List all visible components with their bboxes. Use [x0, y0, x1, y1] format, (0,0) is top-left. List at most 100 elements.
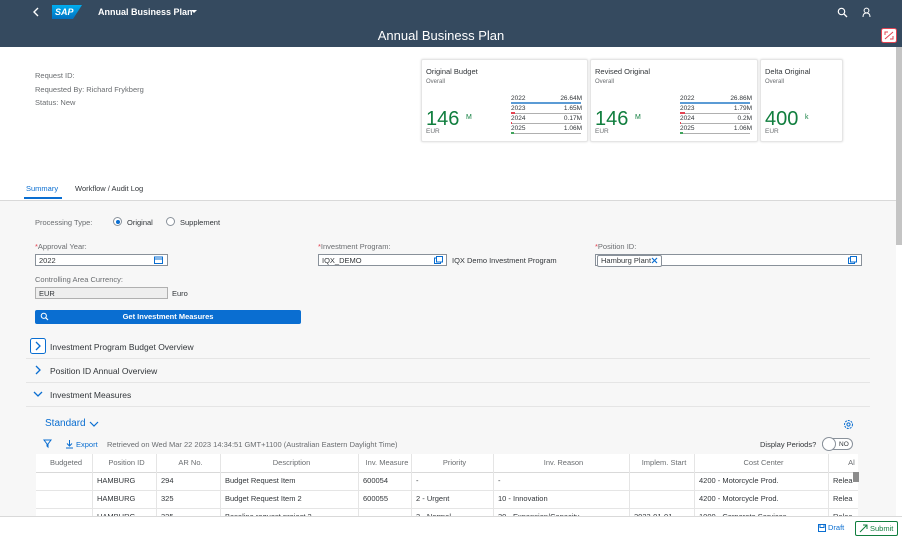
row-year: 2024	[511, 115, 525, 122]
filter-icon[interactable]	[43, 439, 53, 449]
card-title: Revised Original	[595, 67, 650, 76]
column-header[interactable]: Budgeted	[36, 454, 93, 472]
variant-chevron[interactable]	[89, 420, 99, 428]
kpi-scale: M	[466, 114, 472, 121]
app-menu-icon[interactable]	[190, 9, 198, 15]
back-button[interactable]	[30, 6, 42, 18]
value-help-icon[interactable]	[434, 256, 443, 264]
tab-indicator	[24, 197, 62, 199]
export-button[interactable]: Export	[76, 440, 98, 449]
toggle-text: NO	[839, 441, 849, 448]
radio-label[interactable]: Supplement	[180, 218, 220, 227]
table-cell: HAMBURG	[93, 472, 157, 490]
row-value: 1.06M	[734, 125, 752, 132]
panel-title[interactable]: Investment Program Budget Overview	[50, 342, 194, 352]
row-year: 2025	[680, 125, 694, 132]
table-cell: Budget Request Item	[221, 472, 359, 490]
row-bar	[680, 132, 683, 134]
table-cell: Relea	[829, 490, 858, 508]
fullscreen-button[interactable]	[881, 28, 897, 43]
footer-bar: Draft Submit	[0, 516, 902, 539]
column-header[interactable]: Inv. Measure	[359, 454, 412, 472]
variant-name[interactable]: Standard	[45, 418, 86, 429]
row-value: 26.86M	[730, 95, 752, 102]
tab[interactable]: Workflow / Audit Log	[75, 184, 143, 193]
export-icon[interactable]	[65, 439, 74, 449]
search-icon	[40, 312, 49, 321]
table-cell: -	[494, 472, 630, 490]
kpi-unit: EUR	[595, 128, 609, 135]
token-remove[interactable]	[651, 257, 658, 264]
table-cell: HAMBURG	[93, 490, 157, 508]
table-cell: -	[412, 472, 494, 490]
label-text: Investment Program:	[321, 242, 391, 251]
toggle-knob	[822, 437, 836, 451]
investment-program-label: *Investment Program:	[318, 242, 391, 251]
table-cell: 294	[157, 472, 221, 490]
panel-toggle[interactable]	[30, 386, 46, 402]
panel-separator	[26, 382, 870, 383]
table-cell	[630, 472, 695, 490]
row-baseline	[511, 133, 581, 134]
row-baseline	[511, 123, 581, 124]
row-bar	[680, 122, 681, 124]
currency-label: Controlling Area Currency:	[35, 275, 123, 284]
row-baseline	[511, 113, 581, 114]
get-measures-button[interactable]: Get Investment Measures	[35, 310, 301, 324]
column-header[interactable]: Priority	[412, 454, 494, 472]
table-cell	[36, 472, 93, 490]
column-header[interactable]: Implem. Start	[630, 454, 695, 472]
approval-year-input[interactable]: 2022	[35, 254, 168, 266]
panel-title[interactable]: Position ID Annual Overview	[50, 366, 157, 376]
processing-type-label: Processing Type:	[35, 218, 92, 227]
button-text: Draft	[828, 523, 844, 532]
panel-toggle[interactable]	[30, 338, 46, 354]
input-value: EUR	[39, 289, 55, 298]
card-title: Original Budget	[426, 67, 478, 76]
panel-title[interactable]: Investment Measures	[50, 390, 131, 400]
value-help-icon[interactable]	[848, 256, 857, 264]
currency-input: EUR	[35, 287, 168, 299]
investment-program-input[interactable]: IQX_DEMO	[318, 254, 447, 266]
row-bar	[511, 132, 514, 134]
tab[interactable]: Summary	[26, 184, 58, 193]
radio-dot	[116, 220, 120, 224]
user-icon[interactable]	[861, 7, 872, 18]
row-value: 1.06M	[564, 125, 582, 132]
row-value: 1.79M	[734, 105, 752, 112]
column-header[interactable]: Position ID	[93, 454, 157, 472]
token-text: Hamburg Plant	[601, 256, 651, 265]
column-header[interactable]: Description	[221, 454, 359, 472]
column-header[interactable]: AR No.	[157, 454, 221, 472]
panel-separator	[26, 406, 870, 407]
table-scrollbar[interactable]	[853, 472, 859, 482]
currency-description: Euro	[172, 289, 188, 298]
card-subtitle: Overall	[765, 79, 784, 85]
row-value: 0.2M	[738, 115, 752, 122]
table-cell: 325	[157, 490, 221, 508]
panel-separator	[26, 358, 870, 359]
radio-button[interactable]	[166, 217, 175, 226]
page-scrollbar[interactable]	[896, 47, 902, 245]
radio-label[interactable]: Original	[127, 218, 153, 227]
kpi-scale: k	[805, 114, 809, 121]
column-header[interactable]: Cost Center	[695, 454, 829, 472]
button-text: Submit	[870, 524, 893, 533]
column-header[interactable]: Inv. Reason	[494, 454, 630, 472]
app-title[interactable]: Annual Business Plan	[98, 7, 193, 17]
table-cell: Budget Request Item 2	[221, 490, 359, 508]
position-id-label: *Position ID:	[595, 242, 636, 251]
radio-button[interactable]	[113, 217, 122, 226]
row-year: 2023	[511, 105, 525, 112]
search-icon[interactable]	[837, 7, 848, 18]
retrieved-info: Retrieved on Wed Mar 22 2023 14:34:51 GM…	[107, 440, 398, 449]
settings-icon[interactable]	[843, 419, 854, 430]
button-text: Get Investment Measures	[123, 312, 214, 321]
calendar-icon[interactable]	[154, 256, 163, 264]
row-year: 2024	[680, 115, 694, 122]
column-header[interactable]: Al	[829, 454, 858, 472]
panel-toggle[interactable]	[30, 362, 46, 378]
